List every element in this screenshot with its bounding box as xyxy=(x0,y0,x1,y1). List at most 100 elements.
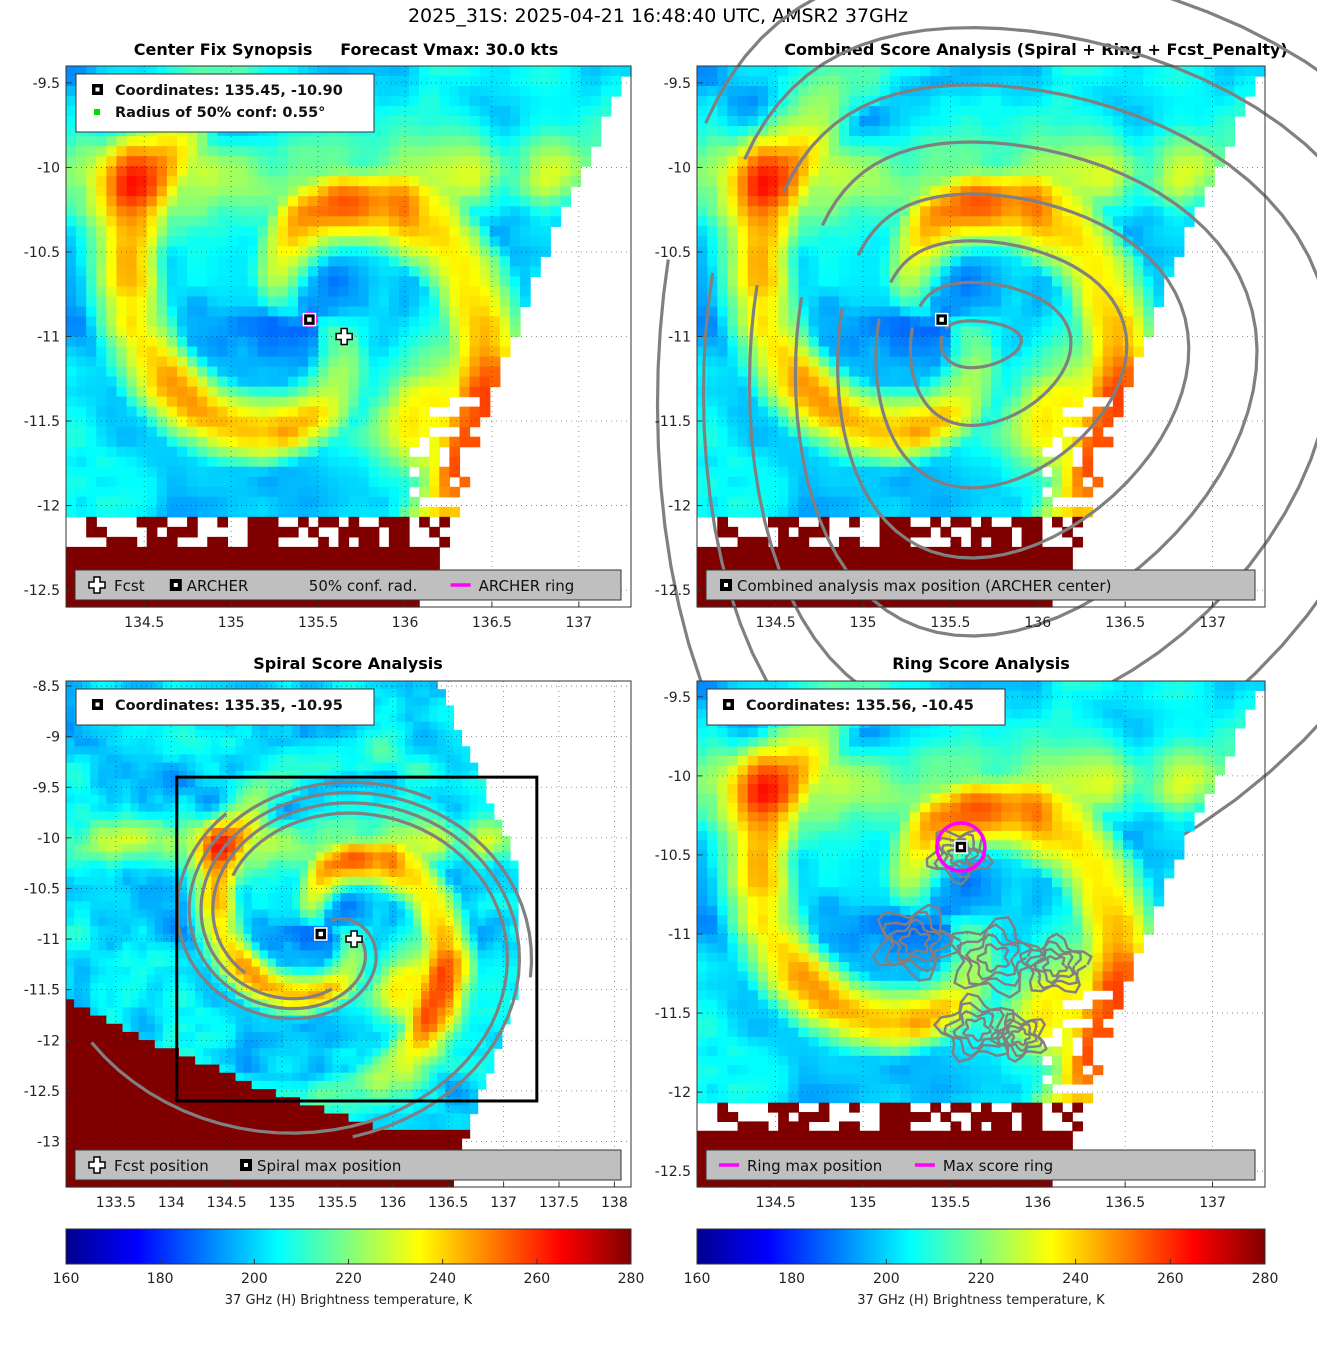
heat-cell xyxy=(368,336,380,348)
heat-cell xyxy=(499,156,511,167)
heat-cell xyxy=(1092,136,1104,147)
heat-cell xyxy=(405,705,414,715)
heat-cell xyxy=(287,226,299,237)
heat-cell xyxy=(849,126,860,137)
heat-cell xyxy=(859,256,871,267)
heat-cell xyxy=(798,326,810,338)
heat-cell xyxy=(869,406,881,418)
heat-cell xyxy=(737,256,749,267)
heat-cell xyxy=(388,556,400,568)
heat-cell xyxy=(247,316,259,328)
heat-cell xyxy=(1062,276,1073,288)
marks-synopsis xyxy=(301,311,353,346)
heat-cell xyxy=(757,256,769,267)
heat-cell xyxy=(197,356,208,368)
heat-cell xyxy=(1021,416,1033,428)
heat-cell xyxy=(298,216,309,227)
heat-cell xyxy=(187,466,198,478)
heat-cell xyxy=(849,546,860,558)
heat-cell xyxy=(849,496,860,508)
heat-cell xyxy=(247,66,259,77)
heat-cell xyxy=(737,136,749,147)
heat-cell xyxy=(197,456,208,468)
heat-cell xyxy=(499,206,511,217)
heat-cell xyxy=(798,476,810,488)
heat-cell xyxy=(419,296,430,308)
heat-cell xyxy=(859,246,871,257)
heat-cell xyxy=(839,146,850,157)
heat-cell xyxy=(66,176,77,187)
heat-cell xyxy=(429,486,440,498)
heat-cell xyxy=(1062,196,1073,207)
heat-cell xyxy=(227,596,239,608)
heat-cell xyxy=(398,76,410,87)
heat-cell xyxy=(1041,346,1053,358)
heat-cell xyxy=(187,266,198,277)
heat-cell xyxy=(899,396,911,408)
heat-cell xyxy=(697,276,708,288)
heat-cell xyxy=(839,546,850,558)
heat-cell xyxy=(1082,256,1094,267)
heat-cell xyxy=(1133,66,1144,77)
heat-cell xyxy=(737,496,749,508)
heat-cell xyxy=(449,446,461,458)
heat-cell xyxy=(788,496,800,508)
heat-cell xyxy=(459,76,471,87)
heat-cell xyxy=(768,326,779,338)
heat-cell xyxy=(116,386,128,398)
heat-cell xyxy=(1194,126,1205,137)
heat-cell xyxy=(439,476,450,488)
heat-cell xyxy=(920,126,931,137)
heat-cell xyxy=(1204,126,1215,137)
heat-cell xyxy=(176,596,188,608)
heat-cell xyxy=(1183,76,1195,87)
heat-cell xyxy=(388,705,398,715)
heat-cell xyxy=(940,126,952,137)
heat-cell xyxy=(197,506,208,518)
heat-cell xyxy=(1011,316,1023,328)
heat-cell xyxy=(162,681,172,690)
heat-cell xyxy=(156,386,168,398)
heat-cell xyxy=(1001,86,1013,97)
heat-cell xyxy=(227,306,239,318)
heat-cell xyxy=(1031,516,1043,528)
heat-cell xyxy=(960,376,972,388)
heat-cell xyxy=(489,196,501,207)
heat-cell xyxy=(869,216,881,227)
heat-cell xyxy=(910,356,921,368)
heat-cell xyxy=(419,466,430,478)
heat-cell xyxy=(899,456,911,468)
heat-cell xyxy=(419,226,430,237)
heat-cell xyxy=(1173,66,1185,77)
heat-cell xyxy=(106,316,118,328)
heat-cell xyxy=(757,396,769,408)
heat-cell xyxy=(86,226,97,237)
heat-cell xyxy=(318,166,329,177)
heat-cell xyxy=(960,246,972,257)
heat-cell xyxy=(146,276,158,288)
heat-cell xyxy=(247,336,259,348)
heat-cell xyxy=(707,86,718,97)
heat-cell xyxy=(1173,76,1185,87)
heat-cell xyxy=(267,176,279,187)
heat-cell xyxy=(757,346,769,358)
heat-cell xyxy=(338,136,350,147)
heat-cell xyxy=(227,256,239,267)
heat-cell xyxy=(1082,326,1094,338)
heat-cell xyxy=(287,366,299,378)
heat-cell xyxy=(227,466,239,478)
heat-cell xyxy=(828,156,840,167)
heat-cell xyxy=(96,596,107,608)
heat-cell xyxy=(378,116,390,127)
heat-cell xyxy=(1194,86,1205,97)
heat-cell xyxy=(328,546,340,558)
heat-cell xyxy=(828,476,840,488)
heat-cell xyxy=(217,476,229,488)
heat-cell xyxy=(1062,316,1073,328)
heat-cell xyxy=(960,176,972,187)
heat-cell xyxy=(560,136,572,147)
heat-cell xyxy=(437,697,446,707)
heat-cell xyxy=(368,186,380,197)
heat-cell xyxy=(970,396,982,408)
heat-cell xyxy=(550,86,561,97)
